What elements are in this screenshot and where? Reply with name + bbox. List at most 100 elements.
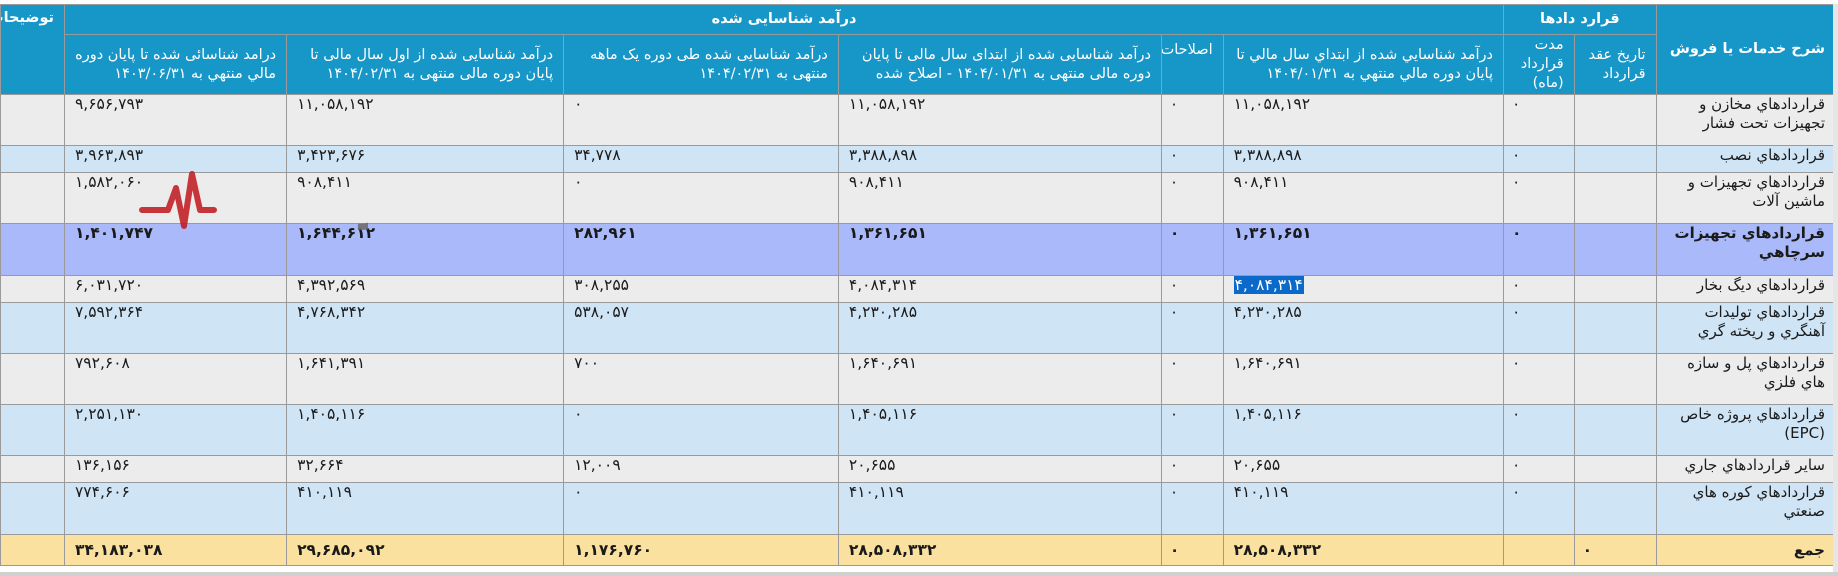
header-contract-date: تاريخ عقد قرارداد — [1573, 34, 1657, 95]
row-col-e: ۲,۲۵۱,۱۳۰ — [63, 404, 288, 456]
revenue-table: شرح خدمات یا فروش قرارد دادها درآمد شناس… — [0, 4, 1837, 566]
row-contract-date — [1573, 482, 1657, 535]
row-col-e: ۶,۰۳۱,۷۲۰ — [63, 275, 288, 303]
row-col-a: ۲۰,۶۵۵ — [1222, 455, 1505, 483]
row-adjustments: ۰ — [1160, 455, 1224, 483]
table-row: قراردادهاي کوره هاي صنعتي ۰ ۴۱۰,۱۱۹ ۰ ۴۱… — [0, 482, 1837, 535]
row-name: ساير قراردادهاي جاري — [1655, 455, 1837, 483]
row-col-b: ۱,۶۴۰,۶۹۱ — [837, 353, 1162, 405]
total-col-e: ۳۴,۱۸۳,۰۳۸ — [63, 534, 288, 566]
row-duration: ۰ — [1503, 275, 1575, 303]
row-col-c: ۷۰۰ — [563, 353, 839, 405]
row-duration: ۰ — [1503, 404, 1575, 456]
row-col-a-selected[interactable]: ۴,۰۸۴,۳۱۴ — [1222, 275, 1505, 303]
header-col-b: درآمد شناسایی شده از ابتدای سال مالی تا … — [837, 34, 1162, 95]
row-col-a: ۹۰۸,۴۱۱ — [1222, 172, 1505, 224]
row-col-a: ۳,۳۸۸,۸۹۸ — [1222, 145, 1505, 173]
row-adjustments: ۰ — [1160, 172, 1224, 224]
table-row: قراردادهاي پل و سازه هاي فلزي ۰ ۱,۶۴۰,۶۹… — [0, 353, 1837, 405]
row-col-d: ۱۱,۰۵۸,۱۹۲ — [286, 94, 565, 146]
row-col-d: ۴۱۰,۱۱۹ — [286, 482, 565, 535]
row-name: قراردادهاي کوره هاي صنعتي — [1655, 482, 1837, 535]
table-row: قراردادهاي تجهيزات سرچاهي ۰ ۱,۳۶۱,۶۵۱ ۰ … — [0, 223, 1837, 276]
row-col-c: ۳۰۸,۲۵۵ — [563, 275, 839, 303]
row-col-a: ۱,۳۶۱,۶۵۱ — [1222, 223, 1505, 276]
total-empty-cell — [1503, 534, 1575, 566]
row-adjustments: ۰ — [1160, 482, 1224, 535]
total-col-b: ۲۸,۵۰۸,۳۳۲ — [837, 534, 1162, 566]
row-col-c: ۱۲,۰۰۹ — [563, 455, 839, 483]
vertical-scrollbar[interactable] — [1833, 4, 1838, 572]
row-contract-date — [1573, 145, 1657, 173]
row-adjustments: ۰ — [1160, 404, 1224, 456]
row-col-d: ۱,۴۰۵,۱۱۶ — [286, 404, 565, 456]
row-name: قراردادهاي تجهيزات و ماشين آلات — [1655, 172, 1837, 224]
row-col-c: ۰ — [563, 94, 839, 146]
row-notes — [0, 302, 65, 354]
row-contract-date — [1573, 353, 1657, 405]
row-contract-date — [1573, 404, 1657, 456]
row-notes — [0, 223, 65, 276]
row-col-e: ۷۹۲,۶۰۸ — [63, 353, 288, 405]
table-row: قراردادهاي ديگ بخار ۰ ۴,۰۸۴,۳۱۴ ۰ ۴,۰۸۴,… — [0, 275, 1837, 303]
watermark-logo: بورس نیوز — [139, 171, 368, 231]
row-col-d: ۴,۷۶۸,۳۴۲ — [286, 302, 565, 354]
table-row: قراردادهاي نصب ۰ ۳,۳۸۸,۸۹۸ ۰ ۳,۳۸۸,۸۹۸ ۳… — [0, 145, 1837, 173]
row-col-e: ۷۷۴,۶۰۶ — [63, 482, 288, 535]
total-adjustments: ۰ — [1160, 534, 1224, 566]
row-col-b: ۱,۴۰۵,۱۱۶ — [837, 404, 1162, 456]
bottom-edge — [0, 572, 1838, 576]
header-service: شرح خدمات یا فروش — [1655, 4, 1837, 95]
row-col-e: ۱,۵۸۲,۰۶۰ — [63, 172, 288, 224]
row-name: قراردادهاي پروژه خاص (EPC) — [1655, 404, 1837, 456]
row-duration: ۰ — [1503, 353, 1575, 405]
row-col-d: ۳۲,۶۶۴ — [286, 455, 565, 483]
row-col-b: ۱,۳۶۱,۶۵۱ — [837, 223, 1162, 276]
row-name: قراردادهاي مخازن و تجهيزات تحت فشار — [1655, 94, 1837, 146]
row-col-c: ۰ — [563, 482, 839, 535]
total-label: جمع — [1655, 534, 1837, 566]
row-col-c: ۲۸۲,۹۶۱ — [563, 223, 839, 276]
header-col-e: درامد شناسائی شده تا پایان دوره مالي منت… — [63, 34, 288, 95]
header-col-c: درآمد شناسایی شده طی دوره یک ماهه منتهی … — [563, 34, 839, 95]
row-name: قراردادهاي تجهيزات سرچاهي — [1655, 223, 1837, 276]
row-col-d: ۱,۶۴۱,۳۹۱ — [286, 353, 565, 405]
selected-text[interactable]: ۴,۰۸۴,۳۱۴ — [1233, 276, 1304, 294]
row-name: قراردادهاي توليدات آهنگري و ريخته گري — [1655, 302, 1837, 354]
table-row: قراردادهاي تجهيزات و ماشين آلات ۰ ۹۰۸,۴۱… — [0, 172, 1837, 224]
table-row: قراردادهاي مخازن و تجهيزات تحت فشار ۰ ۱۱… — [0, 94, 1837, 146]
row-name: قراردادهاي ديگ بخار — [1655, 275, 1837, 303]
row-duration: ۰ — [1503, 482, 1575, 535]
row-adjustments: ۰ — [1160, 145, 1224, 173]
row-contract-date — [1573, 172, 1657, 224]
total-row: جمع ۰ ۲۸,۵۰۸,۳۳۲ ۰ ۲۸,۵۰۸,۳۳۲ ۱,۱۷۶,۷۶۰ … — [0, 534, 1837, 566]
heartbeat-logo-icon — [139, 171, 217, 229]
row-adjustments: ۰ — [1160, 353, 1224, 405]
row-duration: ۰ — [1503, 302, 1575, 354]
row-duration: ۰ — [1503, 223, 1575, 276]
row-col-a: ۴,۲۳۰,۲۸۵ — [1222, 302, 1505, 354]
row-notes — [0, 482, 65, 535]
row-duration: ۰ — [1503, 94, 1575, 146]
header-contract-duration: مدت قرارداد (ماه) — [1503, 34, 1575, 95]
total-notes — [0, 534, 65, 566]
row-notes — [0, 353, 65, 405]
row-col-c: ۵۳۸,۰۵۷ — [563, 302, 839, 354]
row-notes — [0, 404, 65, 456]
header-contracts: قرارد دادها — [1503, 4, 1657, 35]
header-row-columns: تاريخ عقد قرارداد مدت قرارداد (ماه) درآم… — [1, 34, 1836, 95]
row-col-e: ۹,۶۵۶,۷۹۳ — [63, 94, 288, 146]
row-notes — [0, 145, 65, 173]
row-adjustments: ۰ — [1160, 275, 1224, 303]
table-row: قراردادهاي توليدات آهنگري و ريخته گري ۰ … — [0, 302, 1837, 354]
row-contract-date — [1573, 455, 1657, 483]
row-adjustments: ۰ — [1160, 94, 1224, 146]
row-duration: ۰ — [1503, 172, 1575, 224]
row-col-a: ۱,۶۴۰,۶۹۱ — [1222, 353, 1505, 405]
row-col-e: ۷,۵۹۲,۳۶۴ — [63, 302, 288, 354]
row-col-c: ۳۴,۷۷۸ — [563, 145, 839, 173]
row-col-d: ۳,۴۲۳,۶۷۶ — [286, 145, 565, 173]
row-adjustments: ۰ — [1160, 302, 1224, 354]
row-col-b: ۳,۳۸۸,۸۹۸ — [837, 145, 1162, 173]
